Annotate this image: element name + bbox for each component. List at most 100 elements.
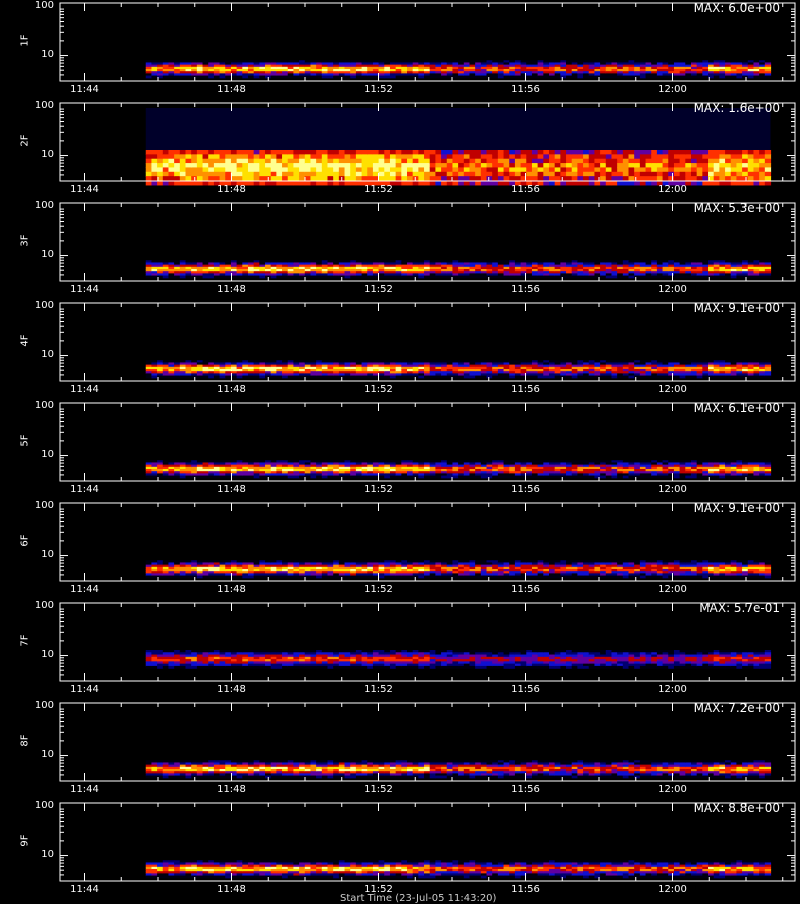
heatmap-cell [464,159,470,164]
heatmap-cell [515,159,521,164]
heatmap-cell [532,172,538,177]
heatmap-cell [435,167,441,172]
heatmap-cell [719,154,725,159]
heatmap-cell [753,150,759,155]
heatmap-cell [180,150,186,155]
heatmap-cell [237,150,243,155]
heatmap-cell [560,476,566,479]
heatmap-cell [487,159,493,164]
heatmap-cell [487,150,493,155]
heatmap-cell [640,276,646,279]
heatmap-cell [458,376,464,379]
heatmap-cell [719,150,725,155]
heatmap-cell [492,376,498,379]
heatmap-cell [657,172,663,177]
heatmap-cell [702,76,708,79]
heatmap-cell [180,163,186,168]
heatmap-cell [288,76,294,79]
heatmap-cell [697,276,703,279]
heatmap-cell [424,154,430,159]
heatmap-cell [600,76,606,79]
heatmap-cell [265,163,271,168]
heatmap-cell [424,150,430,155]
heatmap-cell [356,476,362,479]
heatmap-cell [765,163,771,168]
heatmap-cell [634,154,640,159]
heatmap-cell [748,76,754,79]
y-tick-label: 10 [41,149,54,160]
heatmap-cell [271,163,277,168]
heatmap-cell [538,154,544,159]
heatmap-cell [168,76,174,79]
heatmap-cell [424,163,430,168]
heatmap-cell [617,176,623,181]
heatmap-cell [629,159,635,164]
heatmap-cell [646,176,652,181]
heatmap-cell [282,154,288,159]
heatmap-cell [390,167,396,172]
heatmap-cell [736,159,742,164]
heatmap-cell [509,150,515,155]
heatmap-cell [611,172,617,177]
heatmap-cell [373,154,379,159]
heatmap-cell [566,276,572,279]
heatmap-cell [208,476,214,479]
heatmap-cell [515,172,521,177]
heatmap-cell [151,159,157,164]
heatmap-cell [208,76,214,79]
heatmap-cell [691,376,697,379]
heatmap-cell [538,150,544,155]
heatmap-cell [316,154,322,159]
heatmap-cell [203,150,209,155]
heatmap-cell [532,159,538,164]
heatmap-cell [753,167,759,172]
heatmap-cell [151,176,157,181]
heatmap-cell [396,276,402,279]
heatmap-cell [350,176,356,181]
heatmap-cell [594,150,600,155]
heatmap-cell [504,150,510,155]
heatmap-cell [401,276,407,279]
heatmap-cell [203,376,209,379]
heatmap-cell [447,163,453,168]
heatmap-cell [583,176,589,181]
heatmap-cell [350,159,356,164]
heatmap-cell [237,163,243,168]
heatmap-cell [282,172,288,177]
heatmap-cell [214,176,220,181]
heatmap-cell [487,276,493,279]
heatmap-cell [594,276,600,279]
heatmap-cell [248,154,254,159]
heatmap-cell [276,154,282,159]
heatmap-cell [646,159,652,164]
heatmap-cell [532,150,538,155]
heatmap-cell [293,150,299,155]
heatmap-cell [623,276,629,279]
heatmap-cell [367,76,373,79]
heatmap-cell [390,76,396,79]
heatmap-cell [276,172,282,177]
heatmap-cell [225,76,231,79]
heatmap-cell [634,167,640,172]
heatmap-cell [555,167,561,172]
heatmap-cell [685,150,691,155]
heatmap-cell [600,159,606,164]
heatmap-cell [646,476,652,479]
heatmap-cell [589,159,595,164]
heatmap-cell [623,159,629,164]
heatmap-cell [702,376,708,379]
heatmap-cell [731,150,737,155]
heatmap-cell [543,476,549,479]
heatmap-cell [487,172,493,177]
heatmap-cell [748,154,754,159]
heatmap-cell [430,167,436,172]
heatmap-cell [736,163,742,168]
heatmap-cell [168,172,174,177]
heatmap-cell [583,167,589,172]
heatmap-cell [691,159,697,164]
heatmap-cell [640,150,646,155]
heatmap-cell [310,276,316,279]
heatmap-cell [504,159,510,164]
heatmap-cell [362,163,368,168]
heatmap-cell [714,163,720,168]
